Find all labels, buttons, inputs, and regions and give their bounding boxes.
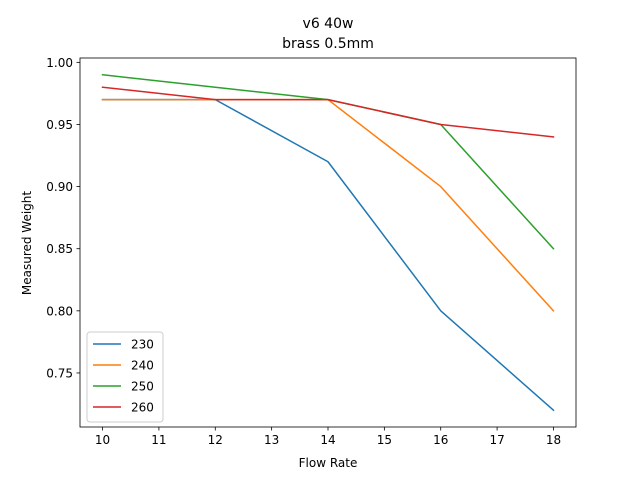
x-axis-label: Flow Rate	[299, 456, 358, 470]
legend-box	[86, 331, 164, 423]
legend-label-260: 260	[131, 401, 154, 415]
x-tick-label: 17	[489, 433, 504, 447]
legend-label-250: 250	[131, 380, 154, 394]
series-line-240	[101, 98, 555, 312]
x-tick-label: 16	[433, 433, 448, 447]
x-tick-label: 12	[208, 433, 223, 447]
legend: 230 240 250 260	[86, 331, 164, 423]
y-tick-label: 0.80	[46, 304, 73, 318]
x-tick-label: 11	[151, 433, 166, 447]
chart-title: v6 40w	[303, 16, 354, 32]
x-tick-label: 10	[95, 433, 110, 447]
legend-label-230: 230	[131, 338, 154, 352]
series-line-260	[101, 86, 555, 138]
x-tick-label: 14	[320, 433, 335, 447]
y-tick-label: 1.00	[46, 56, 73, 70]
y-tick-label: 0.85	[46, 242, 73, 256]
series-line-230	[101, 98, 555, 412]
y-tick-label: 0.90	[46, 180, 73, 194]
y-tick-label: 0.95	[46, 118, 73, 132]
y-tick-label: 0.75	[46, 366, 73, 380]
y-axis-label: Measured Weight	[20, 191, 34, 296]
plot-area: 10 11 12 13 14 15 16 17 18 0.75 0.80 0.85 0.90 0.95 1.…	[46, 56, 577, 447]
x-tick-label: 13	[264, 433, 279, 447]
x-tick-label: 18	[546, 433, 561, 447]
legend-label-240: 240	[131, 359, 154, 373]
x-tick-label: 15	[377, 433, 392, 447]
chart-subtitle: brass 0.5mm	[282, 36, 374, 52]
